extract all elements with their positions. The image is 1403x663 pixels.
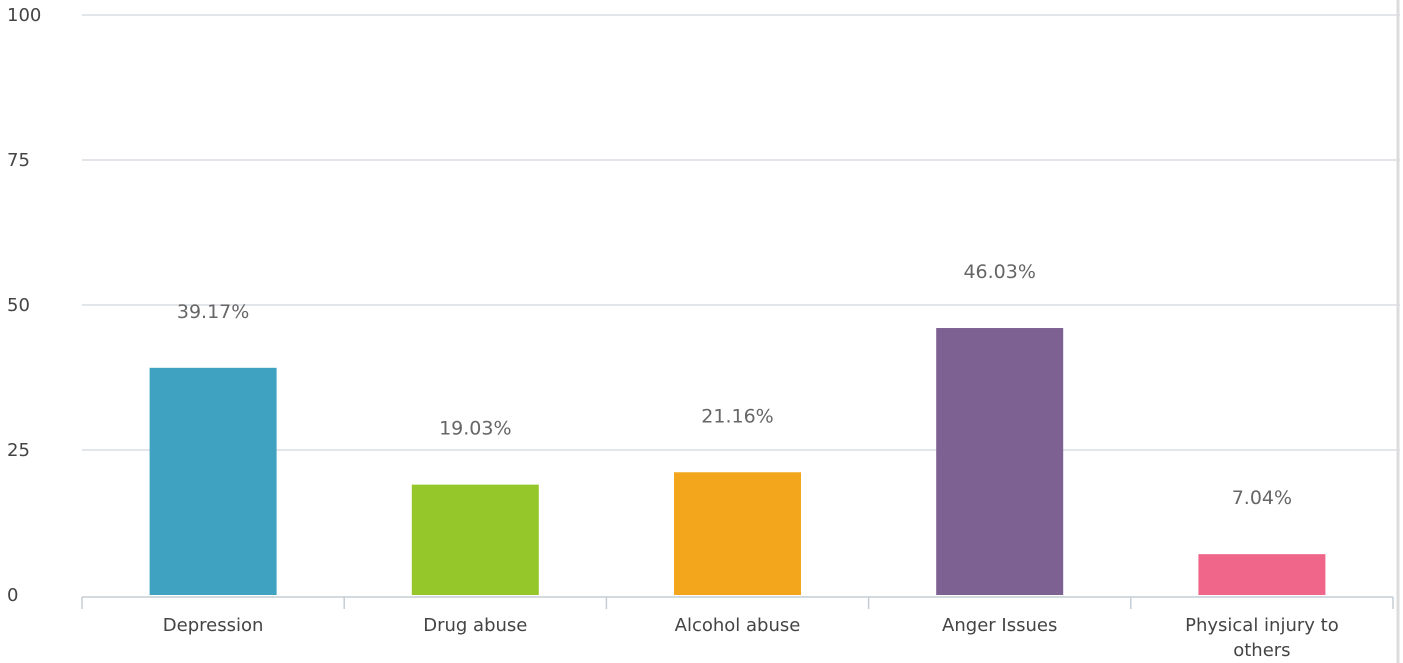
data-label: 19.03% (439, 418, 511, 440)
bars (149, 328, 1326, 595)
y-tick-label: 25 (7, 440, 30, 461)
bar (1198, 554, 1326, 595)
x-tick-label: Physical injury to (1185, 615, 1339, 636)
data-label: 46.03% (963, 261, 1035, 283)
data-label: 21.16% (701, 405, 773, 427)
data-labels: 39.17% 19.03% 21.16% 46.03% 7.04% (177, 261, 1292, 509)
data-label: 39.17% (177, 301, 249, 323)
gridlines (82, 14, 1400, 451)
bar (411, 484, 539, 595)
y-tick-label: 100 (7, 5, 41, 26)
axes (81, 0, 1400, 663)
data-label: 7.04% (1232, 487, 1292, 509)
bar (674, 472, 801, 595)
bar (149, 367, 277, 595)
x-tick-label: Depression (163, 615, 264, 636)
y-tick-label: 50 (7, 295, 30, 316)
y-tick-label: 0 (7, 585, 18, 606)
x-tick-label: others (1233, 640, 1290, 661)
x-tick-labels: Depression Drug abuse Alcohol abuse Anger I… (163, 615, 1339, 661)
x-tick-label: Anger Issues (942, 615, 1057, 636)
x-tick-label: Alcohol abuse (675, 615, 801, 636)
y-tick-label: 75 (7, 150, 30, 171)
y-tick-labels: 0 25 50 75 100 (7, 5, 41, 606)
bar (936, 328, 1064, 595)
x-tick-label: Drug abuse (423, 615, 527, 636)
